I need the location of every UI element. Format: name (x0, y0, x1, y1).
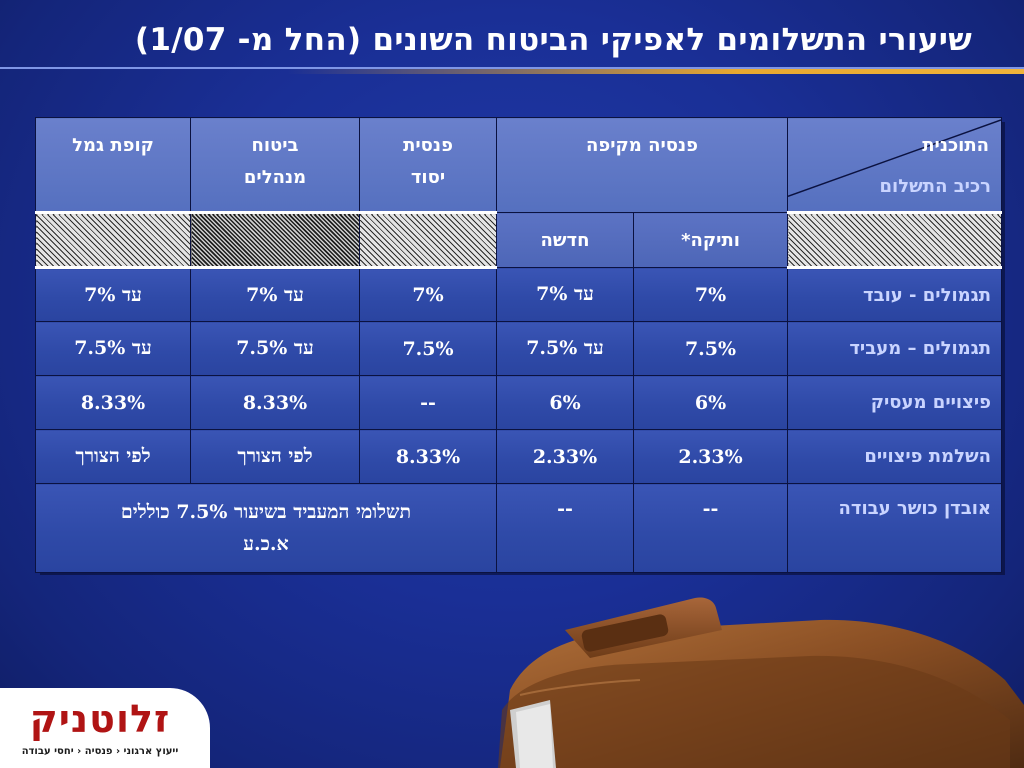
company-logo: זלוטניק (29, 697, 171, 741)
table-row: תגמולים - עובד 7% עד 7% 7% עד 7% עד 7% (35, 267, 1003, 322)
disability-note-line2: א.כ.ע (243, 533, 289, 555)
row-label: תגמולים – מעביד (787, 321, 1003, 376)
corner-header-cell: התוכנית רכיב התשלום (787, 117, 1003, 213)
company-tagline: ייעוץ ארגוני ‹ פנסיה ‹ יחסי עבודה (21, 746, 179, 757)
payment-rates-table: התוכנית רכיב התשלום פנסיה מקיפה פנסית יס… (35, 117, 1003, 573)
table-row: תגמולים – מעביד 7.5% עד 7.5% 7.5% עד 7.5… (35, 321, 1003, 376)
cell-basic: 7% (359, 267, 497, 322)
title-rule-light (0, 67, 1024, 69)
row-label: אובדן כושר עבודה (787, 483, 1003, 573)
disability-note-cell: תשלומי המעביד בשיעור 7.5% כוללים א.כ.ע (35, 483, 497, 573)
row-label: השלמת פיצויים (787, 429, 1003, 484)
cell-basic: 8.33% (359, 429, 497, 484)
cell-old: 7% (633, 267, 789, 322)
header-basic-pension-line1: פנסית (403, 135, 453, 156)
header-basic-pension: פנסית יסוד (359, 117, 497, 213)
header-basic-pension-line2: יסוד (410, 167, 446, 188)
cell-provident: 8.33% (35, 375, 191, 430)
row-label: פיצויים מעסיק (787, 375, 1003, 430)
cell-old: 2.33% (633, 429, 789, 484)
wallet-illustration (498, 597, 1024, 768)
cell-old: 6% (633, 375, 789, 430)
corner-diagonal (788, 119, 1002, 198)
hatched-cell-label (787, 211, 1003, 269)
logo-background (0, 688, 210, 768)
cell-managers: 8.33% (190, 375, 360, 430)
corner-component-label: רכיב התשלום (879, 176, 992, 197)
disability-note-line1: תשלומי המעביד בשיעור 7.5% כוללים (120, 501, 412, 523)
cell-basic: 7.5% (359, 321, 497, 376)
hatched-cell-provident (35, 211, 191, 269)
cell-provident: עד 7.5% (35, 321, 191, 376)
table-row: אובדן כושר עבודה -- -- תשלומי המעביד בשי… (35, 483, 1003, 573)
wallet-image (490, 570, 1024, 768)
corner-plan-label: התוכנית (922, 135, 990, 156)
title-rule-gold (0, 69, 1024, 74)
slide-title: שיעורי התשלומים לאפיקי הביטוח השונים (הח… (134, 22, 972, 58)
cell-managers: לפי הצורך (190, 429, 360, 484)
hatched-cell-managers (190, 211, 360, 269)
cell-provident: לפי הצורך (35, 429, 191, 484)
cell-old: -- (633, 483, 789, 573)
cell-basic: -- (359, 375, 497, 430)
table-row: פיצויים מעסיק 6% 6% -- 8.33% 8.33% (35, 375, 1003, 430)
cell-managers: עד 7% (190, 267, 360, 322)
header-provident-fund: קופת גמל (35, 117, 191, 213)
row-label: תגמולים - עובד (787, 267, 1003, 322)
cell-managers: עד 7.5% (190, 321, 360, 376)
cell-new: עד 7.5% (495, 321, 635, 376)
hatched-cell-basic (359, 211, 497, 269)
header-managers-insurance: ביטוח מנהלים (190, 117, 360, 213)
cell-old: 7.5% (633, 321, 789, 376)
cell-new: -- (495, 483, 635, 573)
cell-new: עד 7% (495, 267, 635, 322)
cell-new: 2.33% (495, 429, 635, 484)
cell-provident: עד 7% (35, 267, 191, 322)
cell-new: 6% (495, 375, 635, 430)
subheader-old-pension: ותיקה* (633, 212, 789, 268)
header-managers-insurance-line2: מנהלים (243, 167, 307, 188)
table-row: השלמת פיצויים 2.33% 2.33% 8.33% לפי הצור… (35, 429, 1003, 484)
subheader-new-pension: חדשה (495, 212, 635, 268)
header-comprehensive-pension: פנסיה מקיפה (495, 117, 789, 213)
header-managers-insurance-line1: ביטוח (251, 135, 299, 156)
